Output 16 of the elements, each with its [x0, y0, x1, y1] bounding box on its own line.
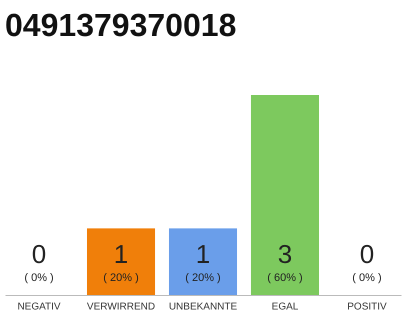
x-tick-label: UNBEKANNTE — [168, 302, 238, 312]
data-label: 1 — [196, 239, 210, 269]
data-label: 3 — [278, 239, 292, 269]
x-tick-label: POSITIV — [347, 302, 388, 312]
annotation: ( 20% ) — [103, 272, 139, 284]
annotation: ( 60% ) — [267, 272, 303, 284]
x-tick-label: EGAL — [272, 302, 299, 312]
x-tick-label: NEGATIV — [17, 302, 61, 312]
annotation: ( 0% ) — [24, 272, 54, 284]
data-label: 0 — [32, 239, 46, 269]
annotation: ( 0% ) — [352, 272, 382, 284]
x-tick-label: VERWIRREND — [86, 302, 156, 312]
data-label: 1 — [114, 239, 128, 269]
annotation: ( 20% ) — [185, 272, 221, 284]
chart-title: 0491379370018 — [5, 7, 236, 43]
data-label: 0 — [360, 239, 374, 269]
